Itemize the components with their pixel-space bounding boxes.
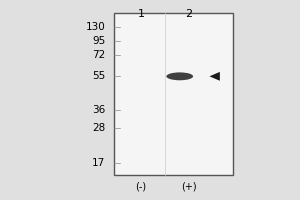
Text: (-): (-) [136, 182, 147, 192]
Bar [114, 13, 233, 175]
Text: 28: 28 [92, 123, 105, 133]
Text: 130: 130 [86, 22, 105, 32]
Text: 55: 55 [92, 71, 105, 81]
Text: 36: 36 [92, 105, 105, 115]
Polygon shape [209, 72, 220, 81]
Ellipse shape [166, 72, 193, 80]
Text: (+): (+) [181, 182, 197, 192]
Text: 17: 17 [92, 158, 105, 168]
Text: 72: 72 [92, 50, 105, 60]
Text: 2: 2 [185, 9, 192, 19]
Text: 1: 1 [138, 9, 145, 19]
Text: 95: 95 [92, 36, 105, 46]
